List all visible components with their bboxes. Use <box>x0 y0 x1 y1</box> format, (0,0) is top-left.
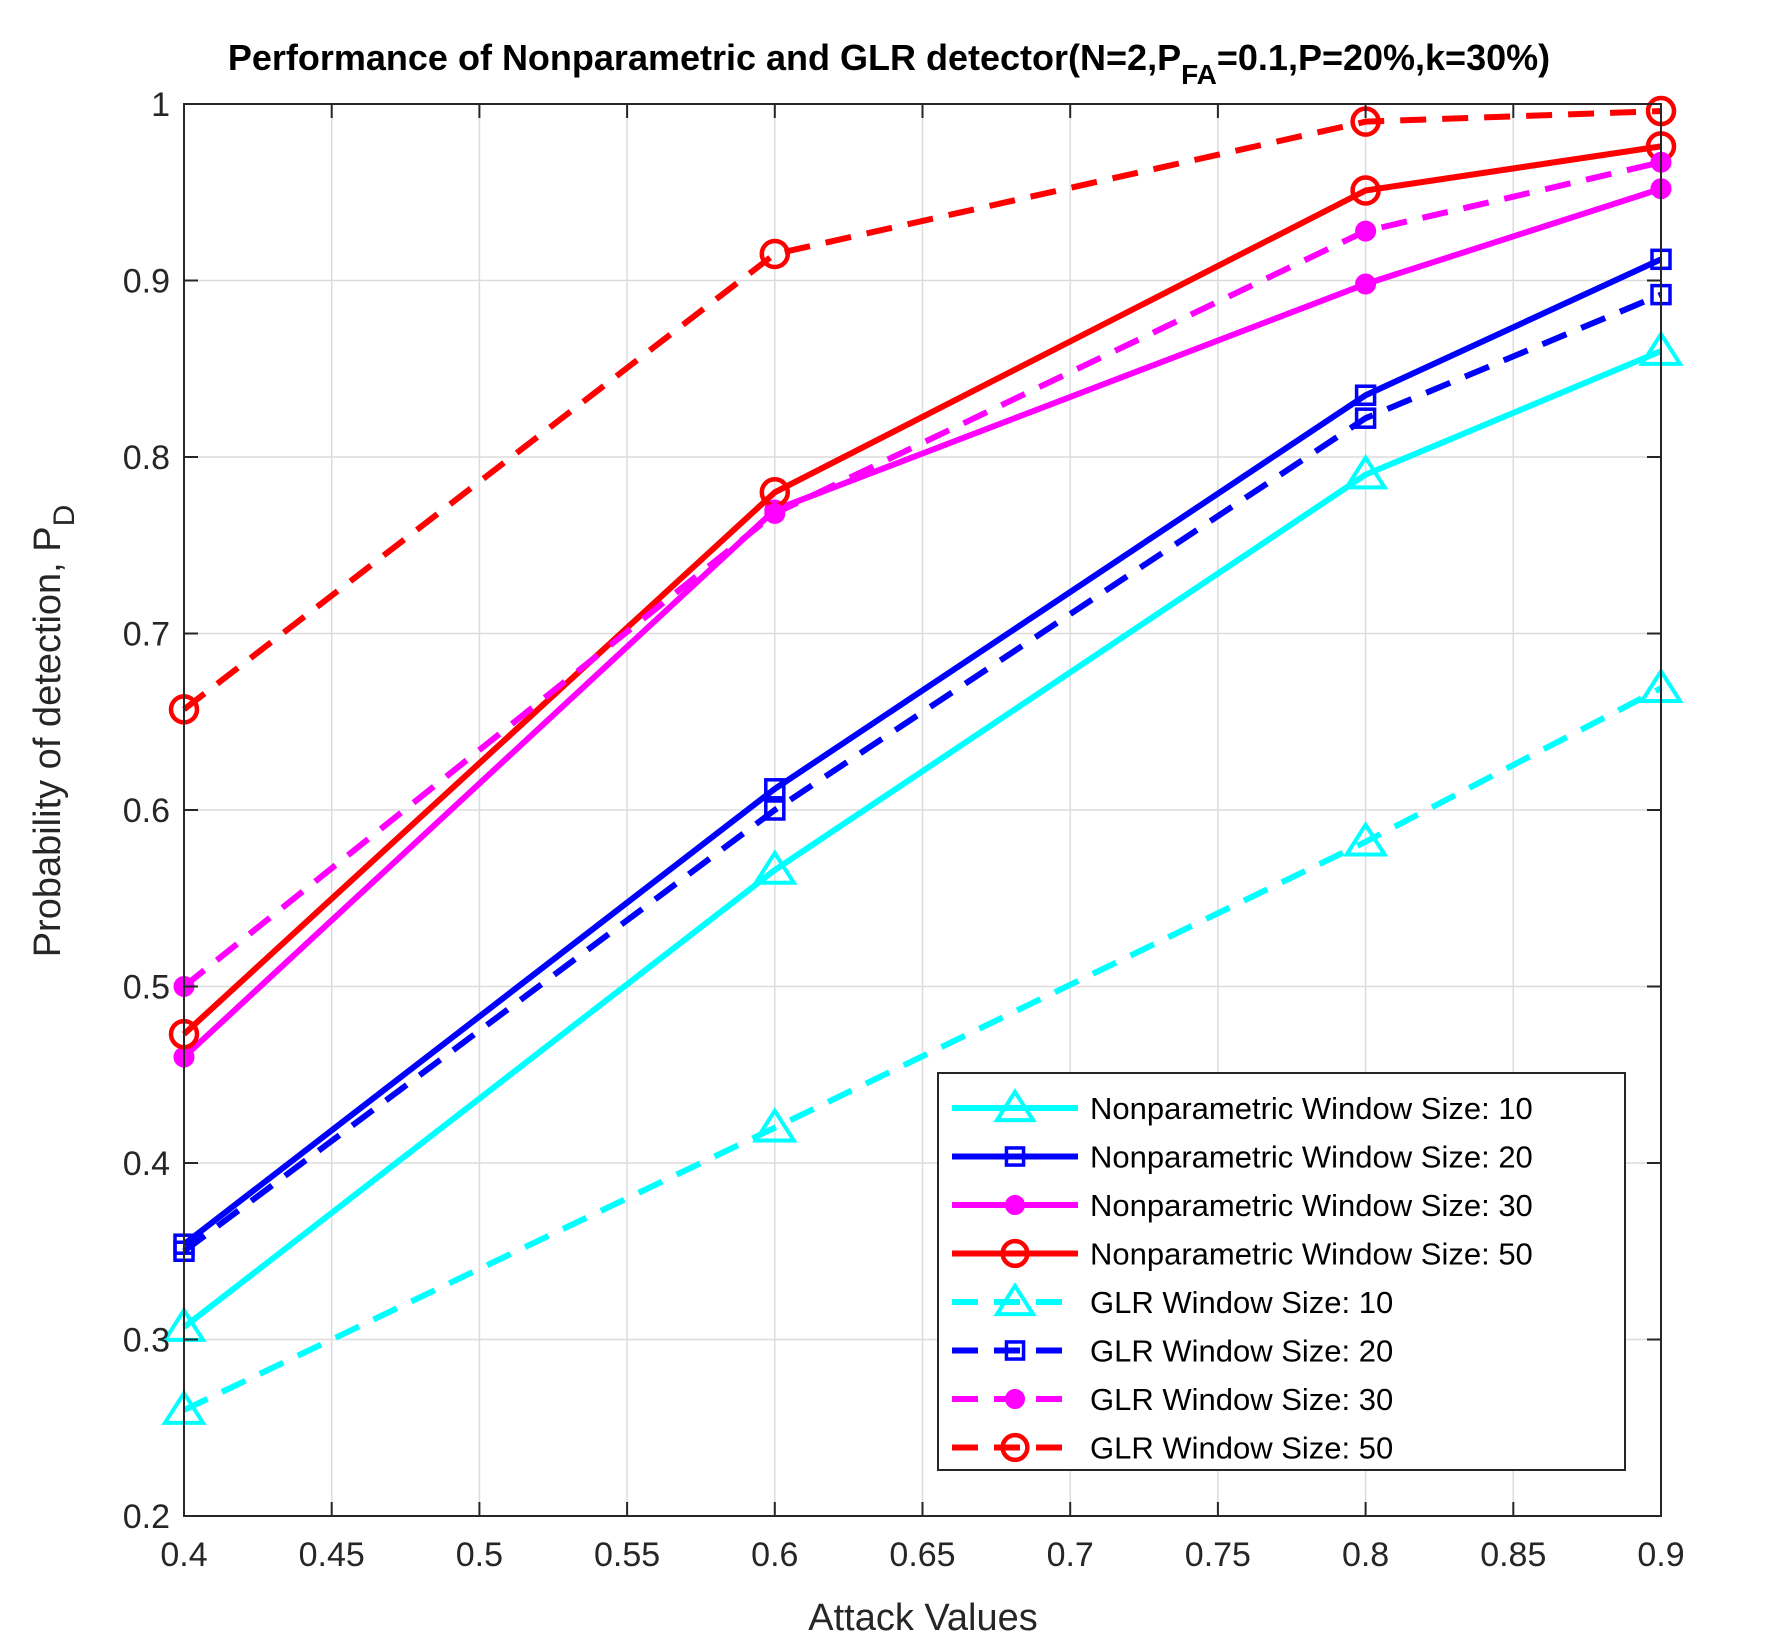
y-axis-label: Probability of detection, PD <box>27 505 81 958</box>
series-4-point-1 <box>752 1106 798 1143</box>
y-tick-label: 0.6 <box>123 792 170 830</box>
legend-entry-3: Nonparametric Window Size: 50 <box>952 1237 1533 1272</box>
y-axis-label-subscript: D <box>48 505 81 527</box>
legend-entry-4: GLR Window Size: 10 <box>952 1282 1393 1320</box>
y-tick-label: 0.4 <box>123 1145 170 1183</box>
legend-label-1: Nonparametric Window Size: 20 <box>1090 1140 1533 1175</box>
legend-marker-6 <box>1005 1389 1025 1409</box>
series-2-point-2 <box>1355 273 1377 295</box>
legend-marker-7 <box>1000 1432 1030 1463</box>
legend-entry-2: Nonparametric Window Size: 30 <box>952 1188 1533 1223</box>
x-tick-label: 0.5 <box>456 1536 503 1574</box>
legend-box <box>937 1072 1626 1471</box>
y-axis-label-main: Probability of detection, P <box>27 526 69 957</box>
legend-label-5: GLR Window Size: 20 <box>1090 1334 1393 1369</box>
y-tick-label: 0.9 <box>123 263 170 301</box>
x-tick-label: 0.75 <box>1185 1536 1251 1574</box>
legend-label-3: Nonparametric Window Size: 50 <box>1090 1237 1533 1272</box>
legend-label-6: GLR Window Size: 30 <box>1090 1382 1393 1417</box>
x-tick-label: 0.65 <box>889 1536 955 1574</box>
series-line-5 <box>182 291 1663 1254</box>
y-tick-label: 0.3 <box>123 1322 170 1360</box>
legend-entry-0: Nonparametric Window Size: 10 <box>952 1088 1533 1126</box>
title-suffix: =0.1,P=20%,k=30%) <box>1217 37 1550 78</box>
legend-entry-6: GLR Window Size: 30 <box>952 1382 1393 1417</box>
x-tick-label: 0.9 <box>1637 1536 1684 1574</box>
series-6-point-1 <box>764 502 786 524</box>
x-tick-label: 0.85 <box>1480 1536 1546 1574</box>
legend-entry-7: GLR Window Size: 50 <box>952 1431 1393 1466</box>
title-prefix: Performance of Nonparametric and GLR det… <box>228 37 1181 78</box>
x-tick-label: 0.7 <box>1047 1536 1094 1574</box>
series-0-point-1 <box>752 849 798 885</box>
x-tick-label: 0.4 <box>160 1536 207 1574</box>
series-line-0 <box>182 348 1663 1330</box>
series-line-6 <box>182 159 1662 989</box>
legend-label-7: GLR Window Size: 50 <box>1090 1431 1393 1466</box>
legend-label-2: Nonparametric Window Size: 30 <box>1090 1188 1533 1223</box>
series-3-point-2 <box>1350 175 1381 206</box>
series-line-1 <box>182 256 1663 1247</box>
series-line-4 <box>182 685 1663 1413</box>
legend-label-4: GLR Window Size: 10 <box>1090 1285 1393 1320</box>
series-line-3 <box>181 143 1662 1037</box>
axis-ticks: 0.4 0.45 0.5 0.55 0.6 0.65 0.7 0.75 0.8 0.85 0.9 0.… <box>123 86 1685 1574</box>
legend-label-0: Nonparametric Window Size: 10 <box>1090 1091 1533 1126</box>
legend-marker-5 <box>1004 1340 1026 1361</box>
series-line-2 <box>181 185 1662 1060</box>
legend-entry-5: GLR Window Size: 20 <box>952 1334 1393 1369</box>
plot-series <box>161 95 1684 1425</box>
x-tick-label: 0.45 <box>299 1536 365 1574</box>
chart-title: Performance of Nonparametric and GLR det… <box>228 37 1550 90</box>
y-tick-label: 0.5 <box>123 969 170 1007</box>
legend-entry-1: Nonparametric Window Size: 20 <box>952 1140 1533 1175</box>
x-tick-label: 0.8 <box>1342 1536 1389 1574</box>
x-axis-label: Attack Values <box>808 1597 1038 1639</box>
legend-marker-2 <box>1005 1195 1025 1215</box>
series-6-point-2 <box>1355 220 1377 242</box>
series-1-point-2 <box>1354 384 1377 406</box>
series-7-point-1 <box>759 238 791 270</box>
legend-marker-3 <box>1000 1238 1030 1269</box>
series-1-point-1 <box>764 778 786 800</box>
y-tick-label: 0.8 <box>123 439 170 477</box>
x-tick-label: 0.6 <box>751 1536 798 1574</box>
y-tick-label: 0.2 <box>123 1498 170 1536</box>
legend-marker-4 <box>993 1282 1037 1317</box>
legend-marker-0 <box>993 1088 1037 1123</box>
x-tick-label: 0.55 <box>594 1536 660 1574</box>
series-0-point-2 <box>1342 453 1389 490</box>
legend: Nonparametric Window Size: 10 Nonparametr… <box>937 1072 1626 1471</box>
title-subscript: FA <box>1181 59 1217 90</box>
series-5-point-1 <box>764 799 786 821</box>
series-5-point-2 <box>1354 407 1377 429</box>
y-tick-label: 0.7 <box>123 616 170 654</box>
legend-marker-1 <box>1004 1146 1026 1167</box>
y-tick-label: 1 <box>151 86 170 124</box>
series-4-point-2 <box>1342 821 1389 857</box>
